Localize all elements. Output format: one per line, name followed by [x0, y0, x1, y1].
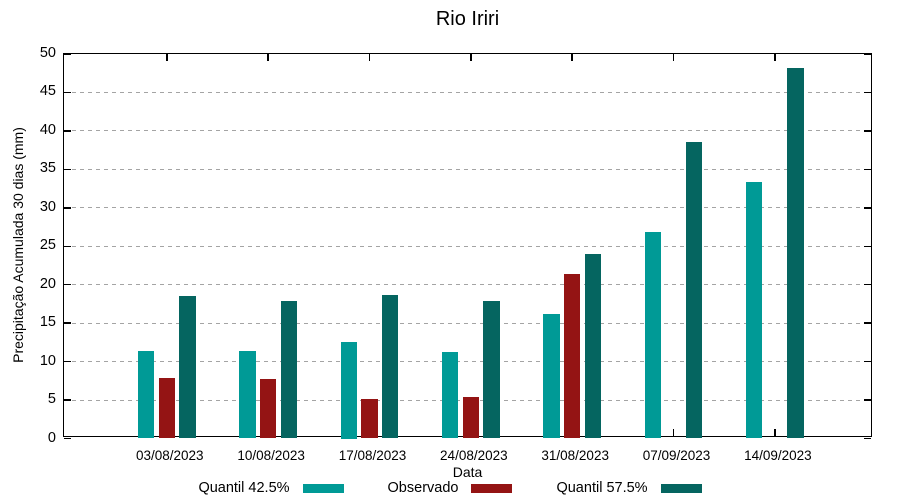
legend-label: Quantil 57.5% — [556, 480, 648, 496]
y-tick-mark — [864, 53, 871, 55]
bar — [644, 231, 662, 439]
y-tick-label: 20 — [39, 275, 56, 292]
y-tick-mark — [864, 207, 871, 209]
y-tick-mark — [864, 245, 871, 247]
y-tick-mark — [864, 437, 871, 440]
x-tick-mark — [571, 54, 573, 61]
y-tick-mark — [864, 130, 871, 132]
y-tick-label: 5 — [47, 391, 56, 408]
y-tick-label: 10 — [39, 352, 56, 369]
x-tick-label: 07/09/2023 — [642, 448, 711, 463]
x-tick-label: 31/08/2023 — [541, 448, 609, 463]
y-tick-mark — [864, 283, 871, 286]
bar — [483, 300, 500, 439]
legend-swatch — [660, 483, 702, 493]
bar — [543, 313, 560, 439]
chart-title: Rio Iriri — [435, 8, 500, 30]
bar — [179, 296, 196, 439]
bar — [158, 377, 175, 439]
y-tick-mark — [64, 283, 71, 286]
legend-label: Observado — [387, 480, 459, 496]
y-tick-mark — [864, 168, 871, 171]
bar — [138, 350, 155, 439]
bar — [442, 351, 459, 439]
gridline — [64, 91, 871, 93]
y-tick-mark — [64, 322, 71, 324]
x-tick-mark — [368, 54, 371, 61]
x-tick-label: 10/08/2023 — [237, 448, 305, 463]
x-tick-label: 03/08/2023 — [136, 448, 204, 463]
gridline — [64, 361, 871, 363]
x-tick-mark — [470, 54, 472, 61]
y-tick-label: 0 — [47, 429, 56, 446]
x-tick-mark — [672, 54, 675, 61]
y-tick-mark — [64, 53, 71, 55]
bar — [361, 398, 378, 439]
gridline — [64, 284, 871, 286]
y-tick-label: 45 — [39, 83, 56, 100]
y-tick-mark — [64, 437, 71, 440]
legend-item: Quantil 57.5% — [556, 480, 702, 496]
y-tick-mark — [864, 91, 871, 94]
bar — [259, 379, 277, 439]
y-tick-mark — [64, 245, 71, 247]
bar — [462, 396, 480, 439]
x-tick-label: 14/09/2023 — [744, 448, 812, 463]
x-tick-mark — [774, 429, 776, 436]
bar — [787, 67, 804, 439]
x-tick-label: 24/08/2023 — [440, 448, 508, 463]
y-tick-label: 40 — [39, 121, 56, 138]
y-tick-mark — [64, 399, 71, 401]
legend-swatch — [471, 483, 513, 493]
x-axis-label: Data — [452, 464, 483, 480]
gridline — [64, 245, 871, 247]
y-tick-mark — [864, 360, 871, 363]
y-tick-mark — [64, 207, 71, 209]
legend-swatch — [302, 483, 344, 493]
x-tick-mark — [267, 54, 269, 61]
y-tick-label: 35 — [39, 160, 56, 177]
y-tick-mark — [864, 322, 871, 324]
legend-item: Quantil 42.5% — [198, 480, 344, 496]
bar — [685, 141, 703, 439]
y-tick-mark — [864, 399, 871, 401]
y-tick-label: 30 — [39, 198, 56, 215]
bar — [746, 181, 763, 439]
plot-area — [63, 53, 872, 440]
gridline — [64, 130, 871, 132]
legend-item: Observado — [388, 480, 513, 496]
y-tick-mark — [64, 91, 71, 94]
bar — [564, 273, 581, 439]
bar — [280, 300, 297, 439]
gridline — [64, 207, 871, 209]
y-tick-mark — [64, 360, 71, 363]
gridline — [64, 322, 871, 324]
y-tick-mark — [64, 130, 71, 132]
x-tick-label: 17/08/2023 — [338, 448, 407, 463]
y-tick-label: 15 — [39, 314, 56, 331]
bar — [381, 295, 399, 439]
gridline — [64, 168, 871, 170]
legend-label: Quantil 42.5% — [198, 480, 290, 496]
y-tick-label: 50 — [39, 45, 56, 61]
bar — [340, 342, 358, 439]
x-tick-mark — [774, 54, 776, 61]
x-tick-mark — [166, 54, 168, 61]
y-tick-label: 25 — [39, 237, 56, 254]
x-tick-mark — [672, 429, 675, 436]
bar — [239, 350, 256, 439]
bar — [584, 253, 601, 439]
y-tick-mark — [64, 168, 71, 171]
legend: Quantil 42.5% Observado Quantil 57.5% — [0, 480, 900, 496]
